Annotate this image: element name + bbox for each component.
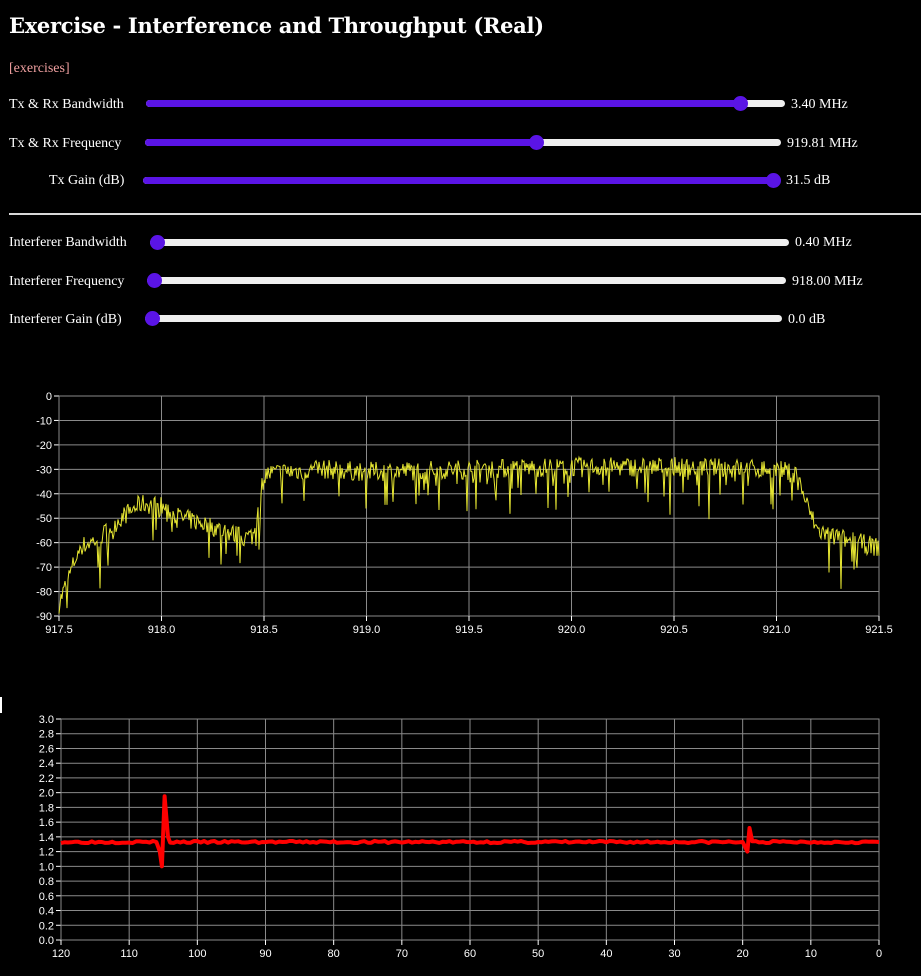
throughput-y-tick-label: 1.4	[39, 832, 54, 844]
tx-gain-slider[interactable]	[143, 173, 781, 188]
throughput-x-tick-label: 0	[876, 948, 882, 960]
spectrum-y-tick-label: -50	[36, 513, 52, 525]
throughput-x-tick-label: 50	[532, 948, 544, 960]
spectrum-y-tick-label: -60	[36, 538, 52, 550]
spectrum-y-axis: 0 -10 -20 -30 -40 -50 -60 -70 -80 -90	[36, 391, 52, 623]
tx-bandwidth-value: 3.40 MHz	[791, 97, 848, 112]
spectrum-x-axis: 917.5 918.0 918.5 919.0 919.5 920.0 920.5 921.0…	[45, 624, 893, 636]
tx-frequency-slider-fill	[145, 139, 536, 146]
throughput-x-tick-label: 90	[259, 948, 271, 960]
throughput-y-tick-label: 1.8	[39, 802, 54, 814]
tx-gain-slider-thumb[interactable]	[766, 173, 781, 188]
throughput-y-tick-label: 0.0	[39, 935, 54, 947]
spectrum-y-tick-label: -10	[36, 415, 52, 427]
spectrum-y-tick-label: -80	[36, 587, 52, 599]
throughput-y-tick-label: 2.6	[39, 743, 54, 755]
throughput-y-tick-label: 0.8	[39, 876, 54, 888]
throughput-line	[60, 794, 880, 869]
exercises-link[interactable]: [exercises]	[9, 61, 70, 76]
spectrum-x-tick-label: 917.5	[45, 624, 73, 636]
spectrum-y-tick-label: -90	[36, 611, 52, 623]
throughput-y-tick-label: 2.2	[39, 773, 54, 785]
tx-frequency-value: 919.81 MHz	[787, 136, 858, 151]
throughput-x-tick-label: 60	[464, 948, 476, 960]
tx-bandwidth-slider[interactable]	[146, 96, 785, 111]
interferer-gain-label: Interferer Gain (dB)	[9, 312, 122, 327]
throughput-x-tick-label: 120	[52, 948, 70, 960]
tx-frequency-slider-thumb[interactable]	[529, 135, 544, 150]
throughput-grid	[56, 718, 880, 945]
spectrum-chart: 0-10-20-30-40-50-60-70-80-90 917.5 918.0 9…	[36, 391, 893, 636]
interferer-bandwidth-slider[interactable]	[150, 235, 789, 250]
tx-frequency-label: Tx & Rx Frequency	[9, 136, 122, 151]
tx-bandwidth-slider-fill	[146, 100, 740, 107]
throughput-x-tick-label: 20	[737, 948, 749, 960]
interferer-bandwidth-value: 0.40 MHz	[795, 235, 852, 250]
spectrum-x-tick-label: 920.5	[660, 624, 688, 636]
text-cursor-marker	[0, 697, 2, 713]
spectrum-y-tick-label: -20	[36, 440, 52, 452]
throughput-y-tick-label: 0.6	[39, 891, 54, 903]
interferer-bandwidth-label: Interferer Bandwidth	[9, 235, 127, 250]
throughput-x-tick-label: 80	[328, 948, 340, 960]
spectrum-x-tick-label: 921.0	[763, 624, 791, 636]
spectrum-x-tick-label: 919.5	[455, 624, 483, 636]
interferer-gain-slider[interactable]	[145, 311, 782, 326]
spectrum-x-tick-label: 919.0	[353, 624, 381, 636]
throughput-x-tick-label: 40	[600, 948, 612, 960]
interferer-gain-value: 0.0 dB	[788, 312, 826, 327]
interferer-frequency-slider-thumb[interactable]	[147, 273, 162, 288]
interferer-frequency-slider[interactable]	[147, 273, 786, 288]
tx-gain-label: Tx Gain (dB)	[49, 173, 125, 188]
interferer-frequency-label: Interferer Frequency	[9, 274, 125, 289]
interferer-gain-slider-thumb[interactable]	[145, 311, 160, 326]
tx-frequency-slider[interactable]	[145, 135, 781, 150]
tx-gain-value: 31.5 dB	[786, 173, 831, 188]
page-title: Exercise - Interference and Throughput (…	[9, 13, 544, 38]
spectrum-y-tick-label: -40	[36, 489, 52, 501]
spectrum-x-tick-label: 918.5	[250, 624, 278, 636]
spectrum-y-tick-label: -70	[36, 562, 52, 574]
tx-bandwidth-slider-thumb[interactable]	[733, 96, 748, 111]
throughput-x-axis: 120 110 100 90 80 70 60 50 40 30 20 10 0	[52, 948, 882, 960]
spectrum-x-tick-label: 918.0	[148, 624, 176, 636]
spectrum-y-tick-label: -30	[36, 464, 52, 476]
throughput-x-tick-label: 10	[805, 948, 817, 960]
tx-bandwidth-label: Tx & Rx Bandwidth	[9, 97, 124, 112]
throughput-y-tick-label: 1.0	[39, 861, 54, 873]
section-divider	[9, 213, 921, 215]
throughput-y-tick-label: 2.0	[39, 788, 54, 800]
throughput-y-tick-label: 1.6	[39, 817, 54, 829]
tx-gain-slider-fill	[143, 177, 779, 184]
throughput-y-tick-label: 0.2	[39, 920, 54, 932]
throughput-y-axis: 3.0 2.8 2.6 2.4 2.2 2.0 1.8 1.6 1.4 1.2 1.0 0.8 0.6 0…	[39, 714, 54, 947]
spectrum-y-tick-label: 0	[46, 391, 52, 403]
throughput-y-tick-label: 3.0	[39, 714, 54, 726]
spectrum-line	[58, 455, 880, 614]
interferer-bandwidth-slider-thumb[interactable]	[150, 235, 165, 250]
throughput-x-tick-label: 110	[120, 948, 138, 960]
throughput-x-tick-label: 100	[188, 948, 206, 960]
spectrum-x-tick-label: 920.0	[558, 624, 586, 636]
throughput-y-tick-label: 2.4	[39, 758, 54, 770]
throughput-y-tick-label: 2.8	[39, 729, 54, 741]
throughput-x-tick-label: 70	[396, 948, 408, 960]
spectrum-x-tick-label: 921.5	[865, 624, 893, 636]
throughput-y-tick-label: 1.2	[39, 847, 54, 859]
interferer-frequency-value: 918.00 MHz	[792, 274, 863, 289]
throughput-chart: 3.0 2.8 2.6 2.4 2.2 2.0 1.8 1.6 1.4 1.2 1.0 0.8 0.6 0…	[39, 714, 882, 960]
throughput-y-tick-label: 0.4	[39, 906, 54, 918]
throughput-x-tick-label: 30	[668, 948, 680, 960]
